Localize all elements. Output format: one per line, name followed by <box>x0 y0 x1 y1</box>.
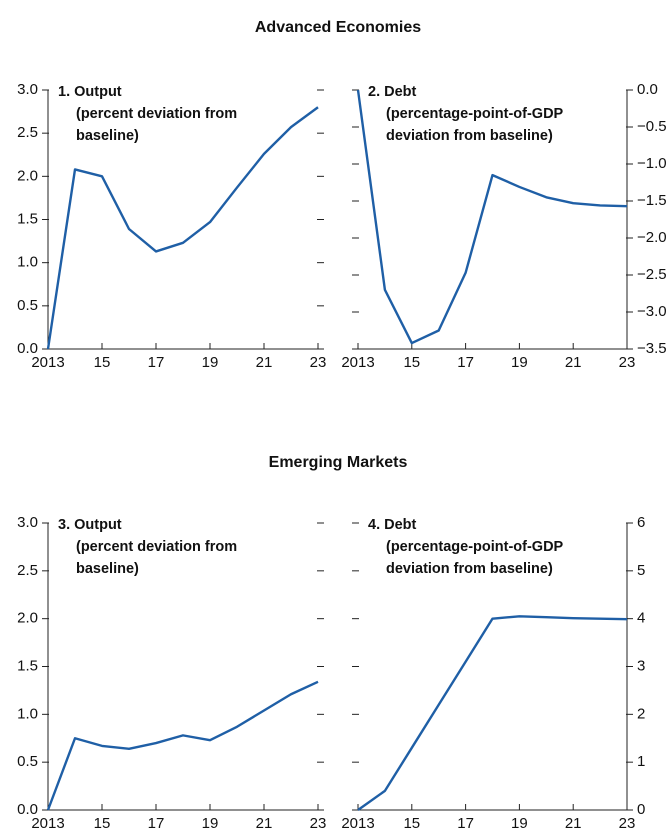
y-tick-label: 6 <box>637 514 645 531</box>
data-line <box>357 615 628 811</box>
y-tick-label: 3.0 <box>17 514 38 531</box>
y-tick-label: 3 <box>637 657 645 674</box>
y-tick-label: −3.0 <box>637 303 667 320</box>
x-tick-label: 2013 <box>341 815 374 832</box>
data-line <box>46 106 319 350</box>
panel-subtitle: baseline) <box>76 128 139 144</box>
y-tick-label: −2.0 <box>637 229 667 246</box>
y-tick-label: 2.0 <box>17 610 38 627</box>
y-tick-label: 2.5 <box>17 124 38 141</box>
x-tick-label: 21 <box>256 354 273 371</box>
x-tick-label: 23 <box>619 354 636 371</box>
y-tick-label: 0.0 <box>17 340 38 357</box>
panel-subtitle: (percentage-point-of-GDP <box>386 539 564 555</box>
x-tick-label: 15 <box>403 815 420 832</box>
y-tick-label: 0.0 <box>637 81 658 98</box>
y-tick-label: −1.0 <box>637 155 667 172</box>
x-tick-label: 21 <box>565 815 582 832</box>
x-tick-label: 15 <box>403 354 420 371</box>
panel-subtitle: (percent deviation from <box>76 106 237 122</box>
panel-subtitle: deviation from baseline) <box>386 561 553 577</box>
x-tick-label: 19 <box>511 815 528 832</box>
x-tick-label: 21 <box>256 815 273 832</box>
x-tick-label: 19 <box>202 354 219 371</box>
x-tick-label: 21 <box>565 354 582 371</box>
x-tick-label: 17 <box>148 815 165 832</box>
data-line <box>356 89 628 345</box>
panel-title: 4. Debt <box>368 517 417 533</box>
section-heading: Emerging Markets <box>269 454 408 471</box>
section-heading: Advanced Economies <box>255 19 421 36</box>
panel-title: 1. Output <box>58 84 122 100</box>
y-tick-label: 0.0 <box>17 801 38 818</box>
panel-title: 3. Output <box>58 517 122 533</box>
y-tick-label: 1.0 <box>17 705 38 722</box>
panel-subtitle: baseline) <box>76 561 139 577</box>
x-tick-label: 15 <box>94 815 111 832</box>
panel-subtitle: (percent deviation from <box>76 539 237 555</box>
x-tick-label: 2013 <box>341 354 374 371</box>
x-tick-label: 2013 <box>31 815 64 832</box>
y-tick-label: 0.5 <box>17 753 38 770</box>
x-tick-label: 2013 <box>31 354 64 371</box>
y-tick-label: 1.5 <box>17 210 38 227</box>
y-tick-label: 2.0 <box>17 167 38 184</box>
y-tick-label: 2.5 <box>17 562 38 579</box>
x-tick-label: 17 <box>148 354 165 371</box>
x-tick-label: 17 <box>457 815 474 832</box>
y-tick-label: 3.0 <box>17 81 38 98</box>
y-tick-label: 0.5 <box>17 297 38 314</box>
y-tick-label: −1.5 <box>637 192 667 209</box>
panel-subtitle: deviation from baseline) <box>386 128 553 144</box>
y-tick-label: 0 <box>637 801 645 818</box>
y-tick-label: 1 <box>637 753 645 770</box>
y-tick-label: 1.5 <box>17 657 38 674</box>
panel-title: 2. Debt <box>368 84 417 100</box>
y-tick-label: 4 <box>637 610 645 627</box>
x-tick-label: 19 <box>511 354 528 371</box>
y-tick-label: 1.0 <box>17 254 38 271</box>
x-tick-label: 23 <box>310 815 327 832</box>
y-tick-label: −3.5 <box>637 340 667 357</box>
x-tick-label: 23 <box>619 815 636 832</box>
x-tick-label: 23 <box>310 354 327 371</box>
y-tick-label: −2.5 <box>637 266 667 283</box>
panel-subtitle: (percentage-point-of-GDP <box>386 106 564 122</box>
y-tick-label: 5 <box>637 562 645 579</box>
data-line <box>46 680 319 811</box>
y-tick-label: −0.5 <box>637 118 667 135</box>
x-tick-label: 15 <box>94 354 111 371</box>
y-tick-label: 2 <box>637 705 645 722</box>
x-tick-label: 19 <box>202 815 219 832</box>
x-tick-label: 17 <box>457 354 474 371</box>
